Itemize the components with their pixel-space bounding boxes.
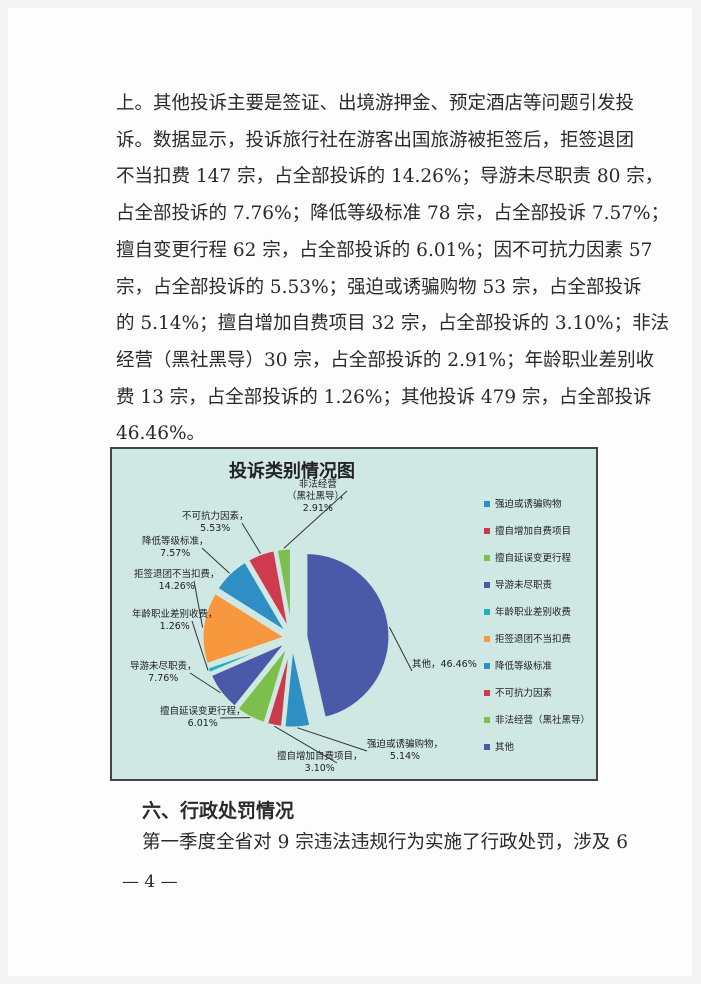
legend-label: 擅自延误变更行程: [495, 553, 572, 564]
legend-label: 其他: [495, 742, 515, 753]
leader-line: [241, 522, 262, 554]
slice-label: 强迫或诱骗购物， 5.14%: [367, 739, 444, 762]
chart-title: 投诉类别情况图: [229, 461, 355, 482]
section-heading: 六、行政处罚情况: [142, 800, 295, 822]
slice-label: 擅自增加自费项目， 3.10%: [277, 751, 363, 774]
legend-swatch: [484, 528, 490, 534]
legend-swatch: [484, 690, 490, 696]
legend-label: 擅自增加自费项目: [495, 526, 572, 537]
paragraph-line: 不当扣费 147 宗，占全部投诉的 14.26%；导游未尽职责 80 宗，: [116, 166, 664, 188]
leader-line: [189, 672, 221, 694]
legend-label: 强迫或诱骗购物: [495, 499, 562, 510]
legend-item: 擅自增加自费项目: [484, 526, 596, 553]
legend-swatch: [484, 744, 490, 750]
legend-swatch: [484, 717, 490, 723]
legend-label: 降低等级标准: [495, 661, 553, 672]
leader-line: [193, 580, 204, 628]
slice-label: 年龄职业差别收费， 1.26%: [132, 609, 218, 632]
leader-line: [388, 626, 413, 672]
legend-swatch: [484, 582, 490, 588]
legend-swatch: [484, 636, 490, 642]
legend-swatch: [484, 609, 490, 615]
slice-label: 拒签退团不当扣费， 14.26%: [134, 569, 220, 592]
leader-line: [191, 620, 209, 671]
legend-swatch: [484, 663, 490, 669]
slice-label: 非法经营 （黑社黑导）， 2.91%: [287, 479, 349, 514]
legend-item: 年龄职业差别收费: [484, 607, 596, 634]
slice-label: 擅自延误变更行程， 6.01%: [160, 706, 246, 729]
legend-label: 导游未尽职责: [495, 580, 553, 591]
legend-label: 年龄职业差别收费: [495, 607, 572, 618]
paragraph-line: 擅自变更行程 62 宗，占全部投诉的 6.01%；因不可抗力因素 57: [116, 239, 653, 261]
legend-item: 降低等级标准: [484, 661, 596, 688]
legend-item: 非法经营（黑社黑导）: [484, 715, 596, 742]
paragraph-line: 上。其他投诉主要是签证、出境游押金、预定酒店等问题引发投: [116, 93, 635, 114]
leader-line: [297, 727, 368, 752]
paragraph-line: 占全部投诉的 7.76%；降低等级标准 78 宗，占全部投诉 7.57%；: [116, 203, 670, 225]
chart-legend: 强迫或诱骗购物 擅自增加自费项目 擅自延误变更行程 导游未尽职责年龄职业差别收费 拒签退…: [484, 499, 596, 769]
slice-label: 不可抗力因素， 5.53%: [182, 511, 249, 534]
leader-line: [201, 547, 230, 574]
paragraph-line: 经营（黑社黑导）30 宗，占全部投诉的 2.91%；年龄职业差别收: [116, 349, 655, 371]
legend-label: 非法经营（黑社黑导）: [495, 715, 591, 726]
legend-item: 拒签退团不当扣费: [484, 634, 596, 661]
pie-slice: [282, 643, 313, 730]
paragraph-line: 宗，占全部投诉的 5.53%；强迫或诱骗购物 53 宗，占全部投诉: [116, 276, 642, 298]
pie-slice: [214, 559, 290, 635]
legend-item: 导游未尽职责: [484, 580, 596, 607]
legend-swatch: [484, 555, 490, 561]
pie-slice: [208, 640, 289, 710]
legend-item: 不可抗力因素: [484, 688, 596, 715]
pie-slice: [274, 546, 293, 633]
slice-label: 其他，46.46%: [412, 659, 477, 670]
leader-line: [274, 725, 338, 764]
paragraph-line: 46.46%。: [116, 423, 206, 445]
page-number: — 4 —: [122, 872, 178, 892]
paragraph-line: 费 13 宗，占全部投诉的 1.26%；其他投诉 479 宗，占全部投诉: [116, 386, 652, 408]
legend-item: 其他: [484, 742, 596, 769]
slice-label: 导游未尽职责， 7.76%: [130, 661, 197, 684]
legend-swatch: [484, 501, 490, 507]
legend-label: 不可抗力因素: [495, 688, 553, 699]
section-paragraph: 第一季度全省对 9 宗违法违规行为实施了行政处罚，涉及 6: [142, 832, 628, 853]
pie-svg: [189, 490, 413, 764]
pie-chart: 投诉类别情况图 其他，46.46% 强迫或诱骗购物， 5.14% 擅自增加自费项目，…: [110, 447, 598, 781]
slice-label: 降低等级标准， 7.57%: [142, 536, 209, 559]
legend-item: 强迫或诱骗购物: [484, 499, 596, 526]
pie-slice: [234, 642, 291, 726]
leader-line: [283, 490, 348, 549]
pie-slice: [304, 550, 392, 721]
legend-label: 拒签退团不当扣费: [495, 634, 572, 645]
legend-item: 擅自延误变更行程: [484, 553, 596, 580]
paragraph-line: 的 5.14%；擅自增加自费项目 32 宗，占全部投诉的 3.10%；非法: [116, 313, 670, 335]
paragraph-line: 诉。数据显示，投诉旅行社在游客出国旅游被拒签后，拒签退团: [116, 129, 635, 151]
